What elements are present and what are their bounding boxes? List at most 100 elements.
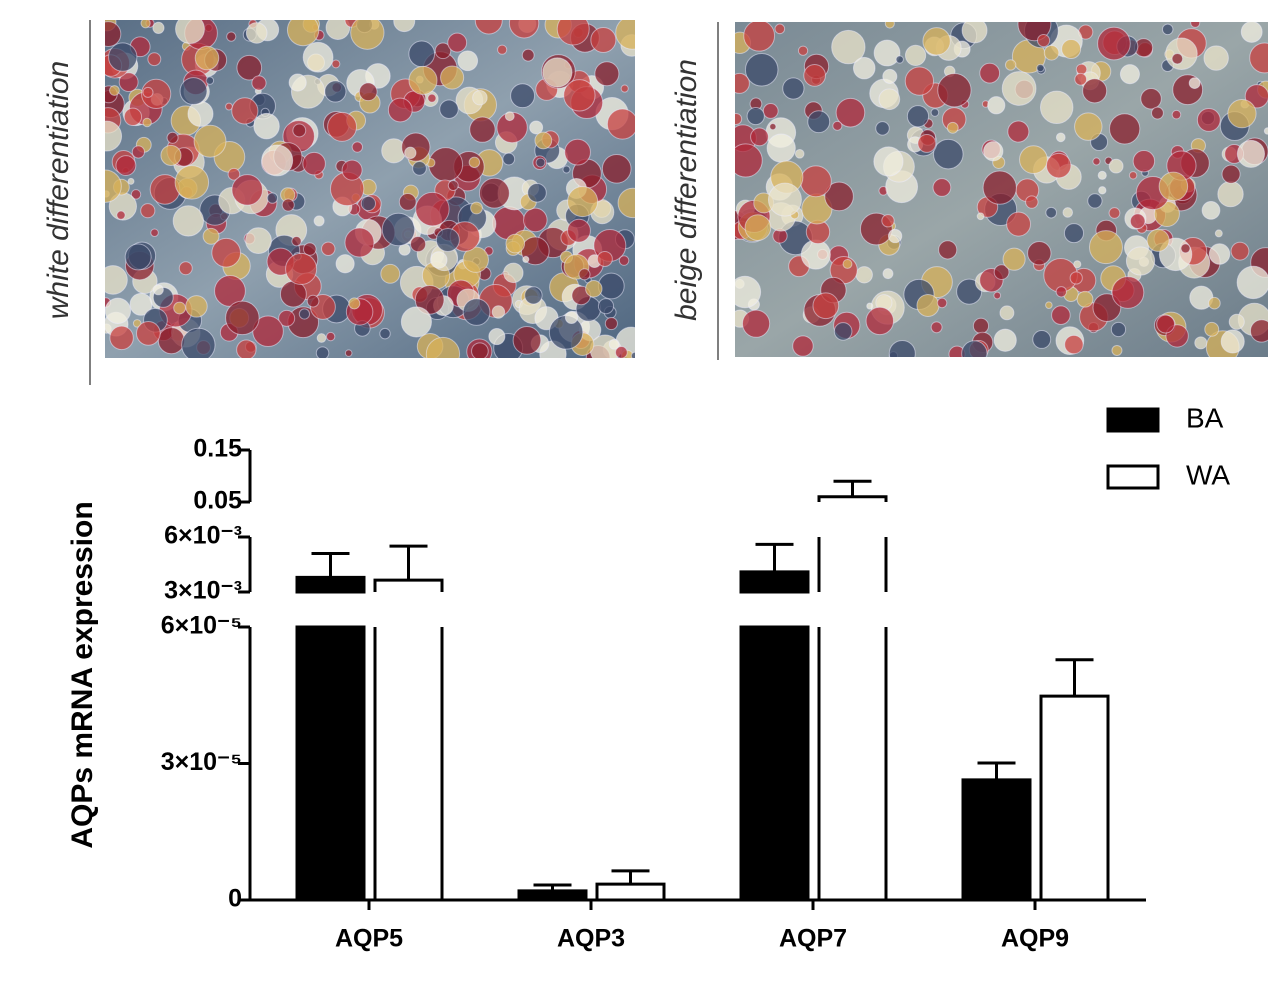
cell xyxy=(302,41,334,73)
cell xyxy=(236,54,263,81)
cell xyxy=(393,20,416,33)
cell xyxy=(380,263,401,284)
cell xyxy=(556,20,590,46)
cell xyxy=(253,112,280,140)
cell xyxy=(564,138,591,166)
cell xyxy=(956,278,983,305)
cell xyxy=(917,134,937,153)
cell xyxy=(1220,329,1245,354)
cell xyxy=(503,262,524,284)
cell xyxy=(1092,157,1101,166)
cell xyxy=(1111,276,1145,309)
cell xyxy=(1190,22,1201,28)
cell xyxy=(404,146,417,160)
cell xyxy=(1161,23,1174,36)
cell xyxy=(882,268,894,280)
cell xyxy=(462,298,491,326)
cell xyxy=(335,254,355,274)
cell xyxy=(630,351,635,358)
cell xyxy=(590,26,617,53)
cell xyxy=(1129,213,1146,230)
error-bar xyxy=(755,542,794,572)
cell xyxy=(1236,139,1266,168)
cell xyxy=(488,328,506,346)
cell xyxy=(1119,64,1140,85)
cell xyxy=(735,275,762,309)
cell xyxy=(261,144,294,177)
cell xyxy=(266,192,279,204)
cell xyxy=(567,185,599,218)
cell xyxy=(1125,246,1156,276)
cell xyxy=(735,112,743,125)
cell xyxy=(564,310,579,325)
cell xyxy=(596,250,613,267)
cell xyxy=(563,79,596,112)
cell xyxy=(281,198,295,212)
cell xyxy=(982,170,1017,205)
cell xyxy=(174,165,210,200)
cell xyxy=(932,178,952,197)
cell xyxy=(585,280,603,298)
cell xyxy=(620,84,629,93)
cell xyxy=(1108,207,1121,219)
cell xyxy=(150,228,159,237)
cell xyxy=(1074,112,1103,141)
bar xyxy=(295,575,366,594)
cell xyxy=(604,316,618,331)
cell xyxy=(1043,45,1060,61)
cell xyxy=(735,72,750,94)
cell xyxy=(618,255,630,266)
cell xyxy=(906,105,930,128)
cell xyxy=(341,159,363,181)
cell xyxy=(744,214,772,241)
cell xyxy=(231,97,259,125)
cell xyxy=(972,317,990,334)
bar xyxy=(817,627,888,900)
bar xyxy=(1039,694,1110,900)
cell xyxy=(202,227,220,245)
cell xyxy=(245,22,268,44)
cell xyxy=(231,174,264,206)
cell xyxy=(1214,229,1223,238)
cell xyxy=(769,123,777,131)
cell xyxy=(767,182,802,217)
legend-label: BA xyxy=(1186,402,1224,433)
bar xyxy=(295,625,366,902)
cell xyxy=(1156,314,1175,334)
cell xyxy=(129,292,153,316)
cell xyxy=(412,160,427,176)
bar xyxy=(739,570,810,594)
cell xyxy=(1007,120,1030,143)
cell xyxy=(799,165,832,198)
cell xyxy=(1036,63,1045,73)
cell xyxy=(497,44,508,55)
cell xyxy=(1074,72,1088,86)
cell xyxy=(141,78,172,110)
cell xyxy=(832,120,843,131)
cell xyxy=(408,65,438,95)
cell xyxy=(933,138,964,170)
cell xyxy=(1004,59,1017,71)
cell xyxy=(1025,195,1039,209)
cell xyxy=(1027,241,1052,266)
cell xyxy=(578,268,591,281)
cell xyxy=(743,22,776,52)
cell xyxy=(348,297,361,310)
panel-label: white differentiation xyxy=(42,61,75,320)
cell xyxy=(882,68,898,84)
cell xyxy=(130,189,142,200)
error-bar xyxy=(389,544,428,581)
cell xyxy=(427,93,437,103)
cell xyxy=(865,306,895,336)
cell xyxy=(379,327,391,340)
cell xyxy=(381,212,416,247)
cell xyxy=(360,195,376,212)
cell xyxy=(105,265,128,295)
cell xyxy=(387,97,413,123)
cell xyxy=(109,325,134,351)
cell xyxy=(833,322,853,341)
cell xyxy=(225,102,233,111)
y-tick-label: 6×10⁻³ xyxy=(164,522,242,550)
y-tick-label: 3×10⁻⁵ xyxy=(161,748,242,776)
cell xyxy=(881,214,895,228)
